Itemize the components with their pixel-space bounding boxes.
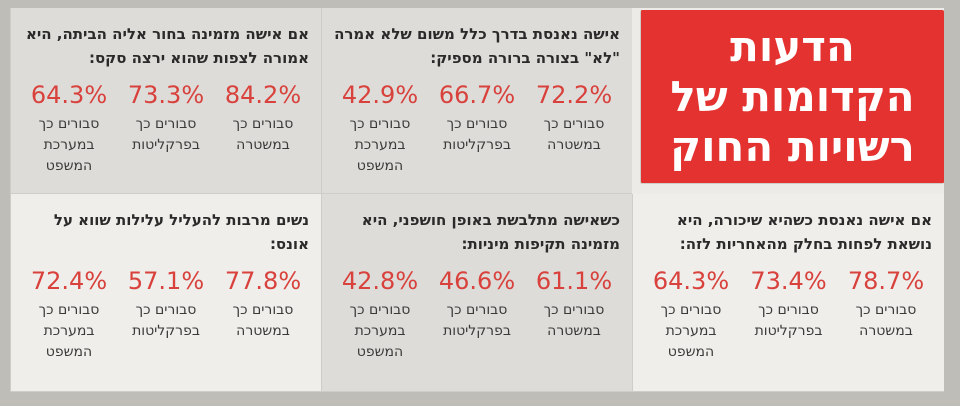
police-percent: 61.1%	[535, 267, 613, 295]
police-percent: 72.2%	[535, 81, 613, 109]
prosecution-percent: 73.3%	[127, 81, 205, 109]
prosecution-percent: 66.7%	[438, 81, 516, 109]
stats-row: 84.2% סבורים כך במשטרה 73.3% סבורים כך ב…	[23, 80, 309, 177]
stat-police: 78.7% סבורים כך במשטרה	[840, 266, 932, 363]
panel-question: נשים מרבות להעליל עלילות שווא על אונס:	[53, 211, 309, 253]
stat-panel-invite-home: אם אישה מזמינה בחור אליה הביתה, היא אמור…	[10, 8, 321, 194]
stat-prosecution: 73.3% סבורים כך בפרקליטות	[120, 80, 212, 177]
court-label: סבורים כך במערכת המשפט	[38, 302, 100, 360]
stat-court: 64.3% סבורים כך במערכת המשפט	[23, 80, 115, 177]
court-percent: 64.3%	[30, 81, 108, 109]
police-percent: 78.7%	[847, 267, 925, 295]
stat-police: 61.1% סבורים כך במשטרה	[528, 266, 620, 363]
stat-court: 72.4% סבורים כך במערכת המשפט	[23, 266, 115, 363]
police-label: סבורים כך במשטרה	[232, 116, 294, 153]
prosecution-label: סבורים כך בפרקליטות	[443, 302, 511, 339]
panel-question: אישה נאנסת בדרך כלל משום שלא אמרה "לא" ב…	[334, 25, 620, 67]
headline-box: הדעות הקדומות של רשויות החוק	[640, 10, 944, 184]
stat-police: 77.8% סבורים כך במשטרה	[217, 266, 309, 363]
stats-row: 61.1% סבורים כך במשטרה 46.6% סבורים כך ב…	[334, 266, 620, 363]
stat-panel-false-accusations: נשים מרבות להעליל עלילות שווא על אונס: 7…	[10, 194, 321, 392]
prosecution-label: סבורים כך בפרקליטות	[132, 302, 200, 339]
stats-row: 78.7% סבורים כך במשטרה 73.4% סבורים כך ב…	[645, 266, 932, 363]
court-percent: 64.3%	[652, 267, 730, 295]
prosecution-label: סבורים כך בפרקליטות	[132, 116, 200, 153]
prosecution-percent: 73.4%	[750, 267, 827, 295]
stats-row: 77.8% סבורים כך במשטרה 57.1% סבורים כך ב…	[23, 266, 309, 363]
panel-question: אם אישה מזמינה בחור אליה הביתה, היא אמור…	[25, 25, 309, 67]
headline-title: הדעות הקדומות של רשויות החוק	[670, 21, 915, 171]
stat-prosecution: 73.4% סבורים כך בפרקליטות	[743, 266, 835, 363]
prosecution-percent: 46.6%	[438, 267, 516, 295]
stat-panel-clear-no: אישה נאנסת בדרך כלל משום שלא אמרה "לא" ב…	[321, 8, 632, 194]
police-percent: 84.2%	[224, 81, 302, 109]
court-percent: 42.8%	[341, 267, 419, 295]
court-label: סבורים כך במערכת המשפט	[349, 116, 411, 174]
stat-court: 42.8% סבורים כך במערכת המשפט	[334, 266, 426, 363]
police-label: סבורים כך במשטרה	[543, 302, 605, 339]
court-percent: 42.9%	[341, 81, 419, 109]
court-percent: 72.4%	[30, 267, 108, 295]
prosecution-label: סבורים כך בפרקליטות	[754, 302, 823, 339]
police-percent: 77.8%	[224, 267, 302, 295]
prosecution-label: סבורים כך בפרקליטות	[443, 116, 511, 153]
stat-police: 84.2% סבורים כך במשטרה	[217, 80, 309, 177]
police-label: סבורים כך במשטרה	[232, 302, 294, 339]
court-label: סבורים כך במערכת המשפט	[349, 302, 411, 360]
infographic-board: הדעות הקדומות של רשויות החוק אישה נאנסת …	[10, 8, 944, 392]
police-label: סבורים כך במשטרה	[543, 116, 605, 153]
stat-police: 72.2% סבורים כך במשטרה	[528, 80, 620, 177]
police-label: סבורים כך במשטרה	[855, 302, 917, 339]
panel-question: אם אישה נאנסת כשהיא שיכורה, היא נושאת לפ…	[676, 211, 932, 253]
stat-court: 64.3% סבורים כך במערכת המשפט	[645, 266, 737, 363]
court-label: סבורים כך במערכת המשפט	[660, 302, 722, 360]
prosecution-percent: 57.1%	[127, 267, 205, 295]
stat-panel-revealing-clothes: כשאישה מתלבשת באופן חושפני, היא מזמינה ת…	[321, 194, 632, 392]
panel-question: כשאישה מתלבשת באופן חושפני, היא מזמינה ת…	[361, 211, 620, 253]
stat-court: 42.9% סבורים כך במערכת המשפט	[334, 80, 426, 177]
stats-row: 72.2% סבורים כך במשטרה 66.7% סבורים כך ב…	[334, 80, 620, 177]
court-label: סבורים כך במערכת המשפט	[38, 116, 100, 174]
stat-prosecution: 46.6% סבורים כך בפרקליטות	[431, 266, 523, 363]
stat-prosecution: 66.7% סבורים כך בפרקליטות	[431, 80, 523, 177]
stat-panel-drunk: אם אישה נאנסת כשהיא שיכורה, היא נושאת לפ…	[632, 194, 944, 392]
stat-prosecution: 57.1% סבורים כך בפרקליטות	[120, 266, 212, 363]
